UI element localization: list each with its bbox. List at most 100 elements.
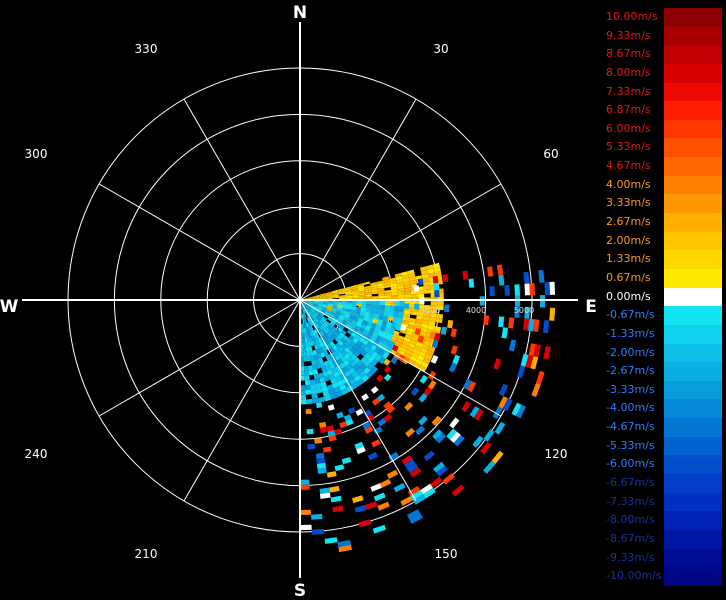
velocity-bin	[313, 318, 318, 324]
velocity-bin	[353, 374, 362, 382]
velocity-bin	[496, 264, 504, 276]
velocity-bin	[405, 427, 416, 438]
velocity-bin	[331, 307, 337, 312]
velocity-bin	[381, 320, 388, 327]
velocity-bin	[303, 318, 306, 324]
velocity-bin	[302, 308, 305, 314]
velocity-bin	[360, 356, 368, 364]
velocity-bin	[342, 302, 348, 306]
velocity-bin	[320, 351, 326, 358]
velocity-bin	[407, 269, 415, 275]
velocity-bin	[319, 362, 326, 368]
velocity-bin	[311, 393, 318, 399]
velocity-bin	[366, 300, 372, 305]
velocity-bin	[326, 332, 332, 338]
velocity-bin	[303, 302, 308, 307]
velocity-bin	[305, 346, 310, 352]
velocity-bin	[388, 340, 396, 349]
velocity-bin	[351, 303, 357, 307]
velocity-bin	[429, 313, 437, 318]
velocity-bin	[492, 406, 503, 420]
velocity-bin	[433, 332, 441, 341]
scale-swatch	[664, 194, 722, 214]
velocity-bin	[337, 288, 345, 291]
scale-label: -8.67m/s	[606, 531, 655, 545]
scale-label: 9.33m/s	[606, 28, 651, 42]
velocity-bin	[305, 342, 309, 348]
velocity-bin	[364, 312, 370, 317]
velocity-bin	[325, 293, 333, 296]
velocity-bin	[327, 404, 335, 411]
velocity-bin	[303, 351, 307, 357]
velocity-bin	[501, 327, 509, 339]
velocity-bin	[306, 327, 310, 333]
velocity-bin	[431, 339, 439, 349]
velocity-bin	[332, 293, 339, 296]
velocity-bin	[307, 341, 312, 347]
velocity-bin	[377, 330, 385, 337]
scale-entry: 6.87m/s	[606, 101, 722, 120]
scale-swatch	[664, 324, 722, 344]
velocity-bin	[385, 346, 393, 354]
velocity-bin	[311, 528, 325, 535]
velocity-bin	[328, 303, 333, 306]
velocity-bin	[315, 316, 321, 322]
angle-tick-30: 30	[433, 42, 448, 56]
velocity-bin	[432, 275, 439, 284]
velocity-bin	[306, 317, 310, 323]
velocity-bin	[357, 318, 364, 324]
velocity-bin	[409, 317, 417, 323]
velocity-bin	[393, 351, 401, 360]
velocity-bin	[343, 316, 349, 322]
velocity-bin	[317, 314, 323, 319]
velocity-bin	[332, 304, 338, 307]
velocity-bin	[371, 291, 379, 295]
scale-entry: 2.67m/s	[606, 213, 722, 232]
velocity-bin	[337, 340, 344, 347]
velocity-bin	[419, 374, 428, 384]
velocity-bin	[404, 291, 411, 295]
velocity-bin	[533, 344, 541, 358]
velocity-bin	[403, 281, 410, 286]
velocity-bin	[335, 390, 343, 398]
velocity-bin	[336, 411, 344, 419]
velocity-bin	[316, 315, 322, 321]
velocity-bin	[303, 303, 307, 308]
velocity-bin	[304, 301, 310, 303]
velocity-bin	[304, 301, 310, 304]
velocity-bin	[316, 322, 321, 328]
velocity-bin	[483, 315, 490, 326]
velocity-bin	[310, 314, 315, 320]
scale-swatch	[664, 268, 722, 288]
velocity-bin	[378, 295, 385, 299]
velocity-bin	[380, 300, 386, 306]
velocity-bin	[418, 393, 428, 403]
velocity-bin	[321, 386, 329, 393]
velocity-bin	[301, 314, 304, 319]
velocity-bin	[516, 404, 527, 419]
velocity-bin	[311, 308, 316, 312]
velocity-bin	[371, 439, 381, 448]
velocity-bin	[308, 321, 312, 327]
velocity-bin	[543, 320, 550, 334]
velocity-bin	[384, 295, 392, 299]
velocity-bin	[416, 311, 424, 317]
velocity-bin	[408, 276, 416, 282]
scale-swatch	[664, 8, 722, 27]
velocity-bin	[358, 294, 366, 297]
velocity-bin	[304, 370, 310, 376]
velocity-bin	[331, 367, 338, 374]
velocity-bin	[306, 306, 311, 311]
velocity-bin	[371, 397, 381, 406]
velocity-bin	[402, 340, 410, 347]
velocity-bin	[410, 311, 418, 316]
velocity-bin	[524, 283, 530, 296]
azimuth-spokes	[22, 22, 578, 578]
velocity-bin	[375, 300, 381, 305]
velocity-bin	[323, 395, 332, 402]
velocity-bin	[312, 369, 319, 375]
velocity-bin	[371, 358, 379, 367]
velocity-bin	[313, 373, 320, 380]
velocity-bin	[365, 308, 371, 313]
velocity-bin	[379, 337, 387, 345]
